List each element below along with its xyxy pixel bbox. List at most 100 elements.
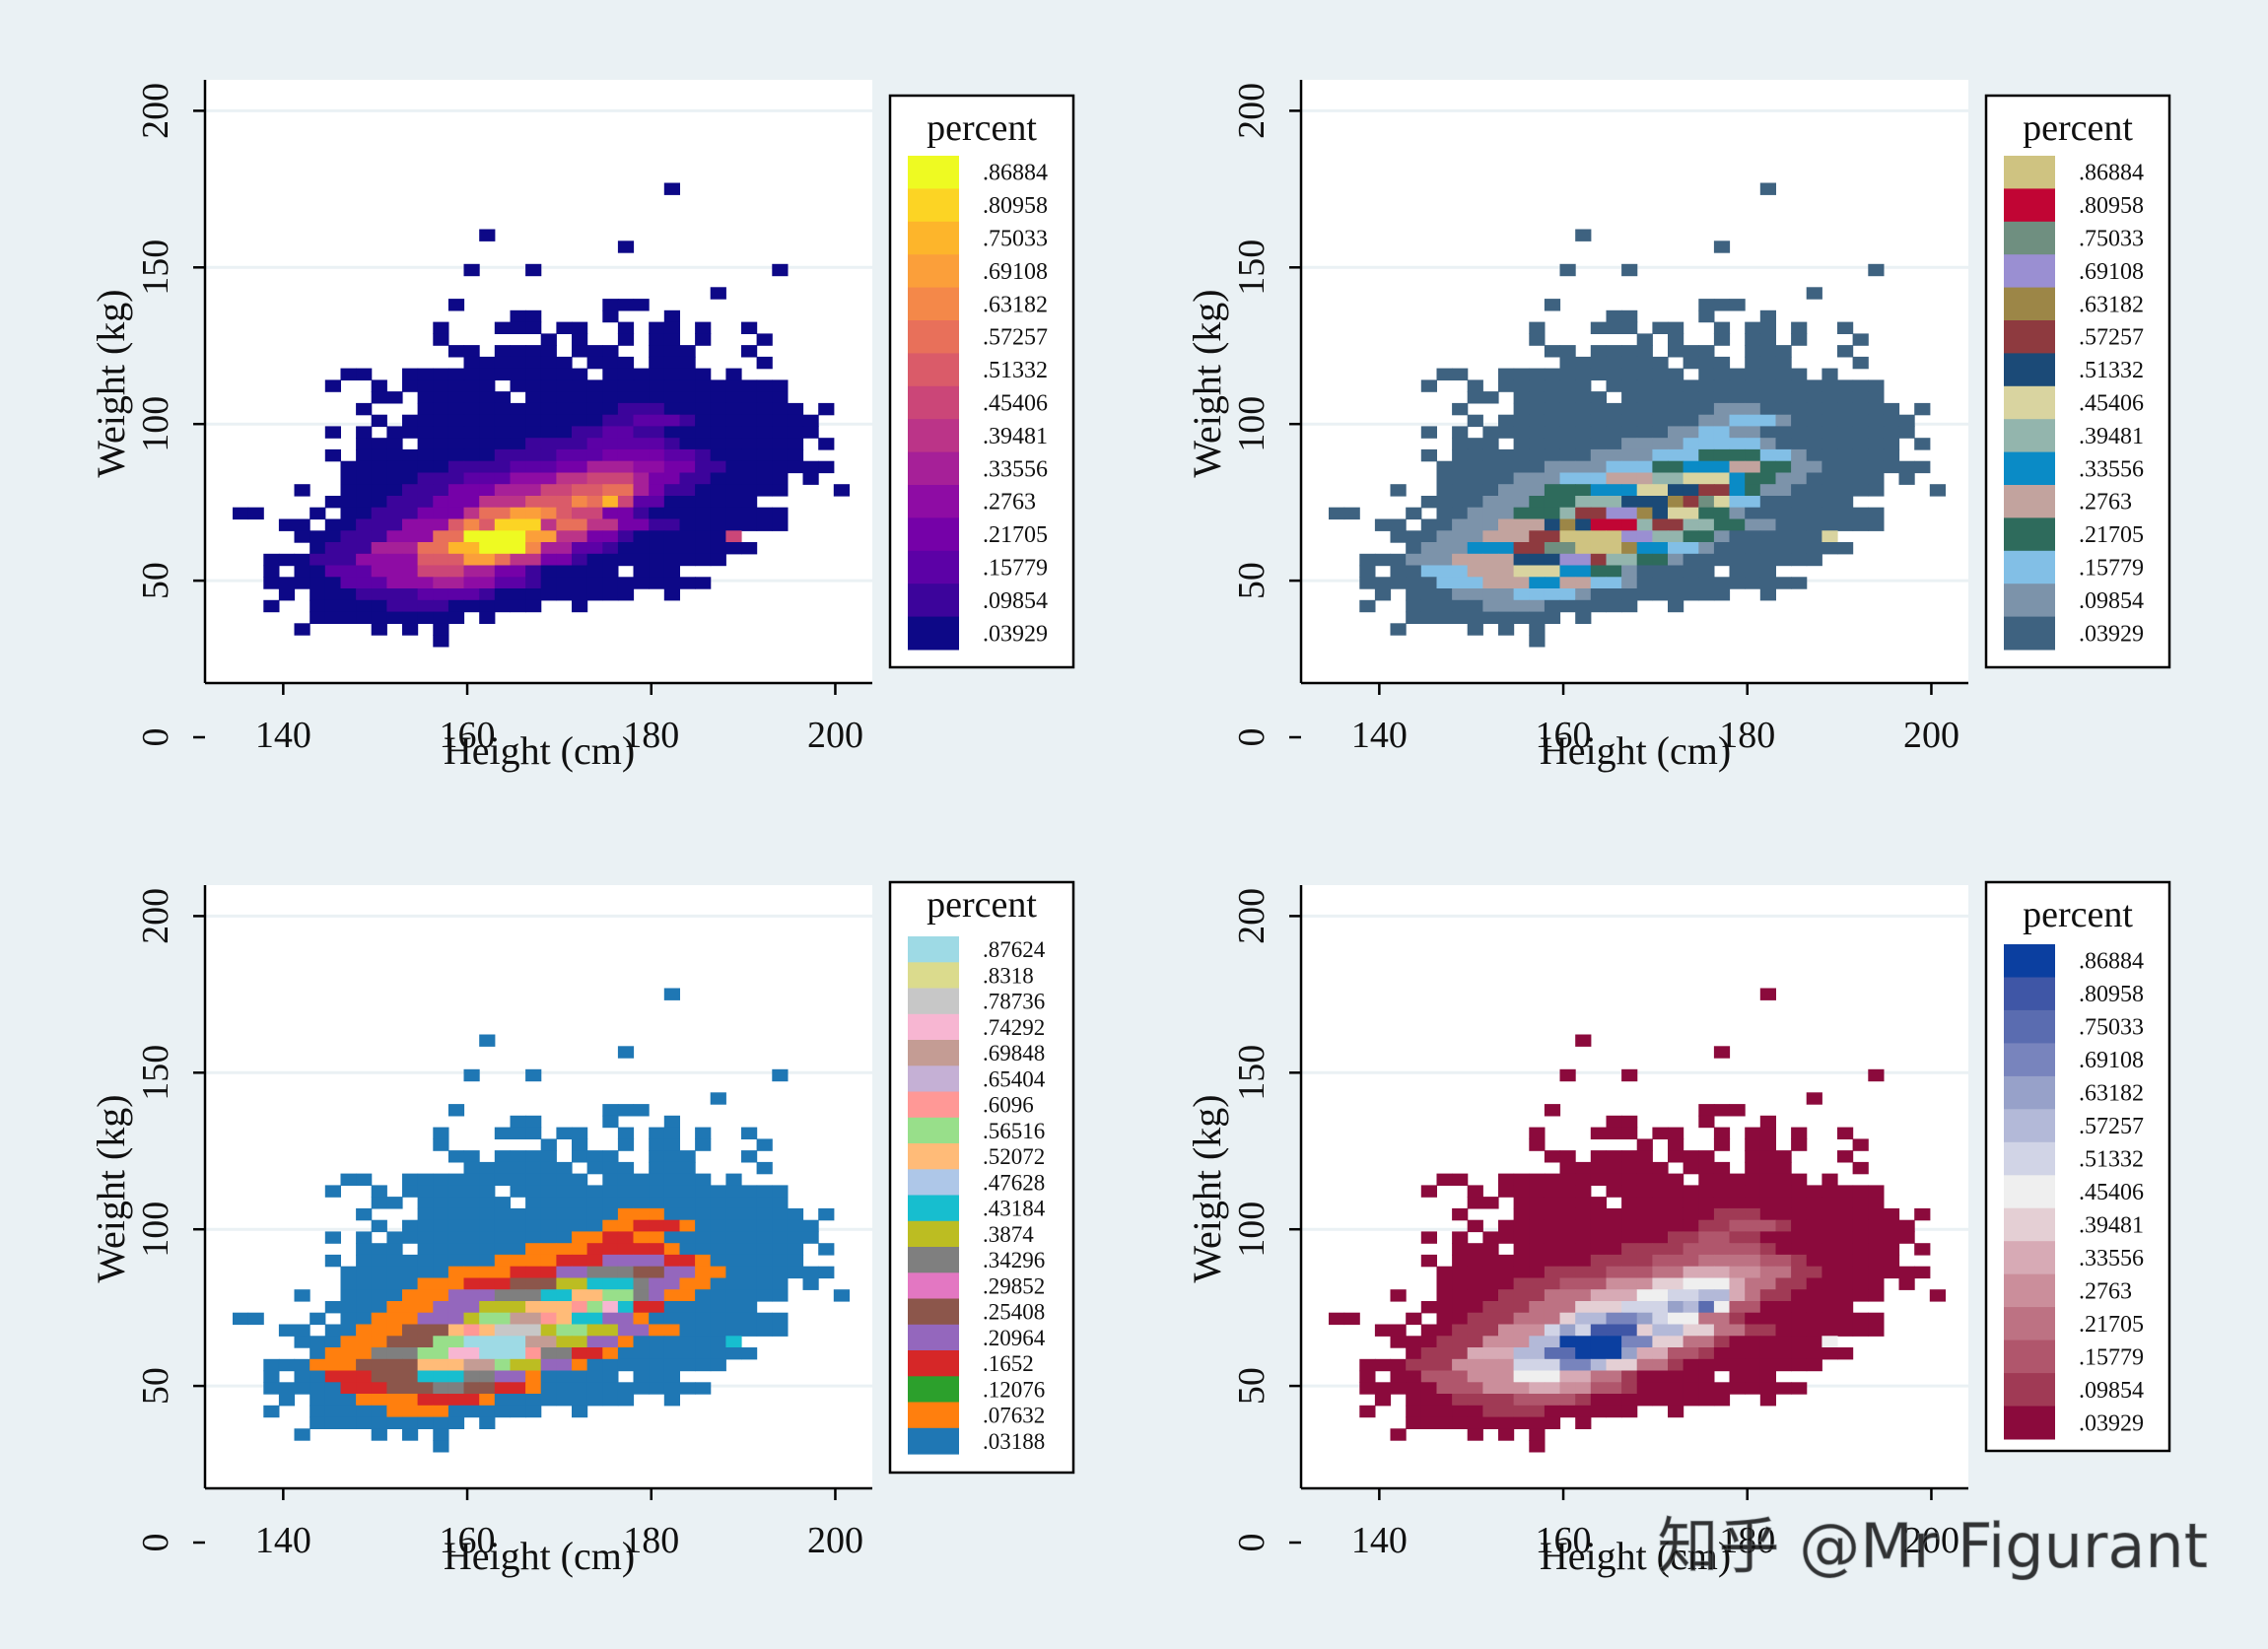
legend-label: .03929 — [983, 621, 1048, 647]
heat-cell — [1821, 496, 1838, 509]
heat-cell — [1621, 1289, 1638, 1302]
heat-cell — [1652, 426, 1669, 439]
heat-cell — [1621, 1324, 1638, 1337]
heat-cell — [1668, 530, 1684, 543]
heat-cell — [540, 1266, 557, 1279]
heat-cell — [1683, 1289, 1699, 1302]
heat-cell — [1482, 1277, 1499, 1290]
heat-cell — [633, 507, 650, 520]
heat-cell — [402, 1382, 419, 1395]
heat-cell — [1698, 356, 1715, 370]
heat-cell — [1406, 1416, 1422, 1429]
heat-cell — [340, 472, 357, 485]
heat-cell — [756, 448, 773, 462]
heat-cell — [772, 1266, 789, 1279]
heat-cell — [463, 1358, 480, 1372]
heat-cell — [649, 1173, 665, 1186]
heat-cell — [710, 1254, 726, 1268]
heat-cell — [1467, 1324, 1483, 1337]
heat-cell — [1467, 1336, 1483, 1348]
heat-cell — [1683, 1358, 1699, 1372]
heat-cell — [386, 1405, 403, 1418]
heat-cell — [1436, 542, 1453, 555]
heat-cell — [1713, 1173, 1731, 1186]
heat-cell — [772, 484, 789, 497]
heat-cell — [1652, 1197, 1669, 1209]
heat-cell — [479, 1394, 496, 1407]
heat-cell — [1420, 553, 1437, 567]
heat-cell — [494, 1347, 511, 1360]
heat-cell — [1590, 368, 1607, 380]
heat-cell — [1590, 1150, 1607, 1163]
heat-cell — [633, 299, 650, 311]
heat-cell — [1806, 391, 1822, 404]
heat-cell — [1821, 1207, 1838, 1221]
heat-cell — [1883, 1243, 1900, 1256]
heat-cell — [1668, 1207, 1684, 1221]
heat-cell — [756, 1161, 773, 1175]
heat-cell — [479, 379, 496, 392]
heat-cell — [1775, 379, 1792, 392]
heat-cell — [741, 379, 758, 392]
heat-cell — [402, 623, 419, 636]
heat-cell — [1759, 1197, 1776, 1209]
heat-cell — [1606, 368, 1622, 380]
heat-cell — [695, 460, 712, 474]
heat-cell — [663, 1336, 680, 1348]
heat-cell — [324, 611, 341, 624]
heat-cell — [494, 577, 511, 589]
heat-cell — [725, 448, 742, 462]
heat-cell — [649, 1127, 665, 1139]
heat-cell — [463, 1324, 480, 1337]
heat-cell — [402, 460, 419, 474]
heat-cell — [1544, 1405, 1561, 1418]
heat-cell — [1559, 1312, 1576, 1326]
heat-cell — [1559, 1370, 1576, 1383]
heat-cell — [1698, 1312, 1715, 1326]
heat-cell — [1652, 542, 1669, 555]
heat-cell — [1759, 1394, 1776, 1407]
heat-cell — [540, 379, 557, 392]
heat-cell — [1529, 368, 1546, 380]
heat-cell — [1759, 507, 1776, 520]
heat-cell — [1759, 484, 1776, 497]
heat-cell — [356, 1347, 373, 1360]
heat-cell — [1883, 460, 1900, 474]
heat-cell — [1575, 402, 1592, 416]
heat-cell — [1745, 1138, 1761, 1151]
heat-cell — [1390, 553, 1407, 567]
heat-cell — [1775, 1347, 1792, 1360]
heat-cell — [663, 577, 680, 589]
heat-cell — [1775, 402, 1792, 416]
y-axis-title: Weight (kg) — [89, 1094, 133, 1282]
heat-cell — [324, 426, 341, 439]
heat-cell — [1498, 1347, 1515, 1360]
heat-cell — [433, 553, 449, 567]
heat-cell — [1436, 1324, 1453, 1337]
heat-cell — [1359, 565, 1376, 578]
heat-cell — [510, 1243, 526, 1256]
heat-cell — [417, 1416, 434, 1429]
heat-cell — [1420, 599, 1437, 613]
heat-cell — [294, 623, 310, 636]
heat-cell — [1482, 1289, 1499, 1302]
heat-cell — [663, 182, 680, 195]
heat-cell — [402, 1219, 419, 1233]
heat-cell — [1544, 530, 1561, 543]
heat-cell — [1529, 1370, 1546, 1383]
heat-cell — [649, 530, 665, 543]
heat-cell — [1529, 1185, 1546, 1198]
heat-cell — [525, 448, 542, 462]
heat-cell — [1713, 1289, 1731, 1302]
legend-title: percent — [2023, 894, 2133, 935]
heat-cell — [1683, 1312, 1699, 1326]
heat-cell — [1775, 391, 1792, 404]
heat-cell — [525, 1115, 542, 1129]
heat-cell — [1467, 577, 1483, 589]
heat-cell — [371, 1219, 387, 1233]
heat-cell — [1652, 496, 1669, 509]
heat-cell — [447, 565, 465, 578]
heat-cell — [1636, 1394, 1653, 1407]
heat-cell — [1759, 1127, 1776, 1139]
heat-cell — [479, 1358, 496, 1372]
